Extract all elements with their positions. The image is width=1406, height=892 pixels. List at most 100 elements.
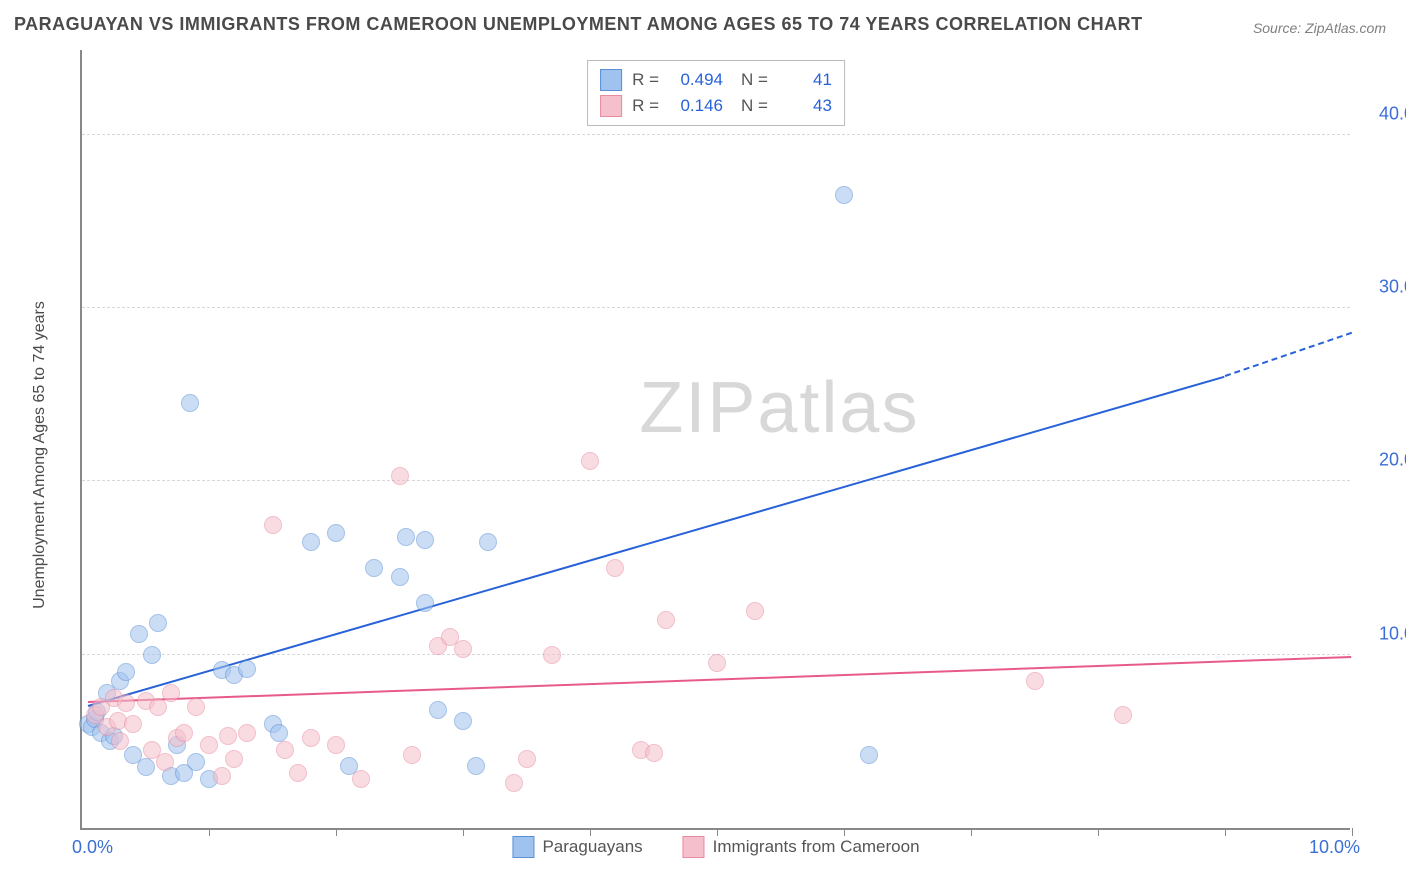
x-tick bbox=[1098, 828, 1099, 836]
data-point bbox=[391, 467, 409, 485]
y-tick-label: 20.0% bbox=[1360, 450, 1406, 471]
x-tick bbox=[209, 828, 210, 836]
scatter-plot: ZIPatlas R = 0.494 N = 41 R = 0.146 N = … bbox=[80, 50, 1350, 830]
watermark-thin: atlas bbox=[757, 368, 919, 448]
data-point bbox=[117, 663, 135, 681]
data-point bbox=[505, 774, 523, 792]
data-point bbox=[276, 741, 294, 759]
data-point bbox=[225, 750, 243, 768]
stat-n-label: N = bbox=[741, 70, 768, 90]
data-point bbox=[149, 698, 167, 716]
data-point bbox=[327, 524, 345, 542]
legend-swatch-cameroon bbox=[683, 836, 705, 858]
data-point bbox=[416, 531, 434, 549]
data-point bbox=[454, 640, 472, 658]
data-point bbox=[860, 746, 878, 764]
x-tick bbox=[844, 828, 845, 836]
data-point bbox=[403, 746, 421, 764]
data-point bbox=[137, 758, 155, 776]
stats-legend-box: R = 0.494 N = 41 R = 0.146 N = 43 bbox=[587, 60, 845, 126]
source-name: ZipAtlas.com bbox=[1305, 20, 1386, 36]
data-point bbox=[302, 533, 320, 551]
y-tick-label: 30.0% bbox=[1360, 277, 1406, 298]
stat-n-value-1: 43 bbox=[778, 96, 832, 116]
data-point bbox=[156, 753, 174, 771]
data-point bbox=[365, 559, 383, 577]
chart-container: Unemployment Among Ages 65 to 74 years Z… bbox=[50, 50, 1390, 860]
legend-item-cameroon: Immigrants from Cameroon bbox=[683, 836, 920, 858]
legend-label-paraguayans: Paraguayans bbox=[542, 837, 642, 857]
data-point bbox=[302, 729, 320, 747]
chart-title: PARAGUAYAN VS IMMIGRANTS FROM CAMEROON U… bbox=[14, 14, 1143, 35]
x-tick bbox=[336, 828, 337, 836]
x-tick bbox=[463, 828, 464, 836]
x-tick bbox=[1225, 828, 1226, 836]
legend-item-paraguayans: Paraguayans bbox=[512, 836, 642, 858]
data-point bbox=[708, 654, 726, 672]
data-point bbox=[270, 724, 288, 742]
stat-r-label: R = bbox=[632, 70, 659, 90]
data-point bbox=[429, 701, 447, 719]
stat-r-label: R = bbox=[632, 96, 659, 116]
data-point bbox=[518, 750, 536, 768]
data-point bbox=[289, 764, 307, 782]
data-point bbox=[238, 724, 256, 742]
data-point bbox=[175, 724, 193, 742]
trend-line bbox=[1225, 332, 1353, 377]
data-point bbox=[200, 736, 218, 754]
data-point bbox=[467, 757, 485, 775]
gridline bbox=[82, 307, 1350, 308]
stat-r-value-0: 0.494 bbox=[669, 70, 723, 90]
data-point bbox=[111, 732, 129, 750]
data-point bbox=[238, 660, 256, 678]
data-point bbox=[543, 646, 561, 664]
data-point bbox=[264, 516, 282, 534]
data-point bbox=[1114, 706, 1132, 724]
data-point bbox=[416, 594, 434, 612]
bottom-legend: Paraguayans Immigrants from Cameroon bbox=[512, 836, 919, 858]
data-point bbox=[327, 736, 345, 754]
gridline bbox=[82, 134, 1350, 135]
data-point bbox=[213, 767, 231, 785]
data-point bbox=[746, 602, 764, 620]
stats-row-cameroon: R = 0.146 N = 43 bbox=[600, 93, 832, 119]
stat-r-value-1: 0.146 bbox=[669, 96, 723, 116]
y-tick-label: 40.0% bbox=[1360, 103, 1406, 124]
data-point bbox=[187, 698, 205, 716]
x-axis-max-label: 10.0% bbox=[1309, 837, 1360, 858]
data-point bbox=[181, 394, 199, 412]
stat-n-value-0: 41 bbox=[778, 70, 832, 90]
x-tick bbox=[590, 828, 591, 836]
data-point bbox=[162, 684, 180, 702]
swatch-cameroon bbox=[600, 95, 622, 117]
data-point bbox=[130, 625, 148, 643]
data-point bbox=[645, 744, 663, 762]
data-point bbox=[1026, 672, 1044, 690]
swatch-paraguayans bbox=[600, 69, 622, 91]
x-tick bbox=[1352, 828, 1353, 836]
x-axis-origin-label: 0.0% bbox=[72, 837, 113, 858]
stat-n-label: N = bbox=[741, 96, 768, 116]
y-axis-label: Unemployment Among Ages 65 to 74 years bbox=[31, 301, 49, 609]
data-point bbox=[117, 694, 135, 712]
legend-label-cameroon: Immigrants from Cameroon bbox=[713, 837, 920, 857]
legend-swatch-paraguayans bbox=[512, 836, 534, 858]
stats-row-paraguayans: R = 0.494 N = 41 bbox=[600, 67, 832, 93]
data-point bbox=[149, 614, 167, 632]
data-point bbox=[581, 452, 599, 470]
watermark: ZIPatlas bbox=[639, 367, 919, 449]
data-point bbox=[143, 646, 161, 664]
x-tick bbox=[717, 828, 718, 836]
data-point bbox=[606, 559, 624, 577]
source-attribution: Source: ZipAtlas.com bbox=[1253, 20, 1386, 36]
data-point bbox=[397, 528, 415, 546]
data-point bbox=[352, 770, 370, 788]
y-tick-label: 10.0% bbox=[1360, 623, 1406, 644]
trend-line bbox=[88, 375, 1225, 706]
data-point bbox=[124, 715, 142, 733]
x-tick bbox=[971, 828, 972, 836]
data-point bbox=[454, 712, 472, 730]
watermark-bold: ZIP bbox=[639, 368, 757, 448]
data-point bbox=[479, 533, 497, 551]
data-point bbox=[657, 611, 675, 629]
